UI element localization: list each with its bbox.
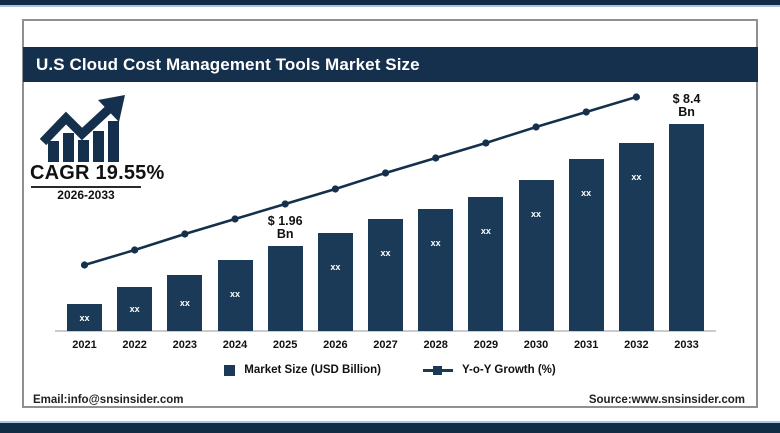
bar-value-label-2023: xx — [179, 298, 190, 308]
x-tick-2026: 2026 — [323, 339, 348, 351]
footer-email: Email:info@snsinsider.com — [33, 394, 184, 406]
bar-value-label-2028: xx — [430, 238, 441, 248]
x-tick-2021: 2021 — [72, 339, 97, 351]
chart-legend: Market Size (USD Billion) Y-o-Y Growth (… — [0, 364, 780, 376]
bar-value-label-2022: xx — [129, 304, 140, 314]
line-marker-2025 — [281, 200, 289, 208]
x-tick-2025: 2025 — [272, 339, 298, 351]
bar-value-label-2024: xx — [229, 289, 240, 299]
line-marker-2030 — [532, 123, 540, 131]
bar-2024 — [217, 260, 253, 331]
bottom-navy-strip — [0, 423, 780, 433]
line-marker-2024 — [231, 215, 239, 223]
bar-value-label-2027: xx — [380, 248, 391, 258]
x-tick-2023: 2023 — [172, 339, 198, 351]
x-tick-2022: 2022 — [122, 339, 147, 351]
legend-label-yoy-growth: Y-o-Y Growth (%) — [462, 364, 556, 376]
x-tick-2032: 2032 — [624, 339, 649, 351]
bar-annotation-2025: $ 1.96 Bn — [267, 214, 303, 241]
line-marker-2031 — [582, 108, 590, 116]
bar-value-label-2029: xx — [480, 226, 491, 236]
x-tick-2030: 2030 — [523, 339, 549, 351]
bar-series-swatch-icon — [224, 364, 236, 376]
legend-item-market-size: Market Size (USD Billion) — [224, 364, 381, 376]
bar-2025 — [267, 246, 303, 331]
bar-value-label-2032: xx — [631, 172, 642, 182]
bottom-lightblue-strip — [0, 421, 780, 423]
x-tick-2031: 2031 — [573, 339, 599, 351]
bar-2028 — [418, 209, 454, 331]
bar-2030 — [518, 180, 554, 331]
bar-value-label-2021: xx — [79, 312, 90, 323]
bar-value-label-2030: xx — [531, 209, 542, 219]
top-navy-strip — [0, 0, 780, 5]
line-marker-2026 — [331, 185, 339, 193]
line-series-swatch-icon — [423, 365, 454, 375]
line-marker-2032 — [632, 93, 640, 101]
bar-2031 — [568, 159, 604, 331]
line-marker-2027 — [381, 169, 390, 177]
bar-2033 — [669, 124, 705, 331]
line-marker-2023 — [181, 230, 189, 238]
footer-source: Source:www.snsinsider.com — [588, 394, 745, 406]
x-tick-2029: 2029 — [473, 339, 499, 351]
bar-2023 — [167, 275, 203, 331]
line-marker-2029 — [482, 139, 490, 147]
bar-2022 — [117, 287, 153, 331]
x-tick-2033: 2033 — [674, 339, 699, 351]
x-tick-2024: 2024 — [222, 339, 248, 351]
bar-2027 — [368, 219, 404, 331]
line-marker-2028 — [432, 154, 440, 162]
x-tick-2028: 2028 — [423, 339, 448, 351]
legend-item-yoy-growth: Y-o-Y Growth (%) — [423, 364, 556, 376]
legend-label-market-size: Market Size (USD Billion) — [244, 364, 382, 376]
line-marker-2022 — [131, 246, 139, 254]
line-marker-2021 — [80, 261, 89, 269]
top-lightblue-strip — [0, 5, 780, 7]
x-tick-2027: 2027 — [373, 339, 398, 351]
bar-annotation-2033: $ 8.4 Bn — [672, 92, 701, 119]
bar-value-label-2031: xx — [581, 188, 592, 198]
bar-2026 — [317, 233, 353, 331]
bar-2021 — [67, 304, 102, 331]
bar-value-label-2026: xx — [330, 262, 341, 272]
page-title: U.S Cloud Cost Management Tools Market S… — [23, 47, 758, 82]
bar-2029 — [468, 197, 504, 331]
